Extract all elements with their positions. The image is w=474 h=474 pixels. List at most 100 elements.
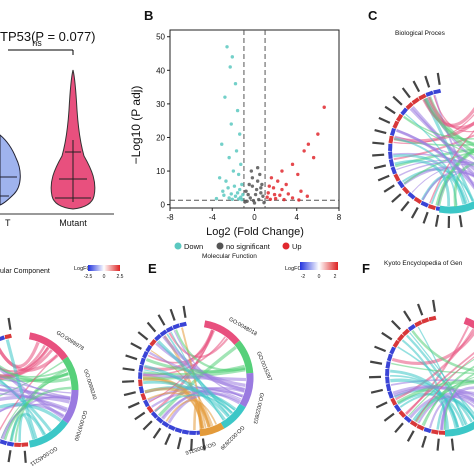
- gene-label-glyph: [169, 308, 176, 321]
- chord-link: [173, 330, 243, 398]
- gene-arc: [392, 120, 400, 129]
- chord-link: [3, 386, 72, 441]
- go-term-label: GO:0005216: [185, 440, 217, 455]
- go-term-label: GO:0022803: [252, 392, 265, 424]
- gene-arc: [411, 97, 420, 105]
- gene-label-glyph: [434, 214, 440, 227]
- gene-label-glyph: [391, 319, 401, 331]
- point-up: [278, 193, 282, 197]
- chord-diagram-c: [372, 72, 474, 229]
- gene-label-glyph: [369, 360, 383, 365]
- group-label-mutant: Mutant: [59, 218, 87, 228]
- volcano-legend: Down no significant Up: [174, 242, 302, 251]
- go-term-label: GO:0045211: [29, 445, 58, 467]
- point-no-significant: [254, 187, 259, 192]
- chord-diagram-e: GO:0048018GO:0015267GO:0022803GO:0022839…: [122, 305, 273, 455]
- chord-link: [394, 159, 451, 207]
- point-up: [276, 179, 280, 183]
- gene-label-glyph: [182, 305, 187, 318]
- point-up: [284, 182, 288, 187]
- point-no-significant: [249, 169, 254, 173]
- point-down: [233, 194, 238, 198]
- gene-arc: [401, 186, 410, 195]
- y-tick-label: 0: [161, 201, 166, 210]
- chord-link: [415, 356, 474, 422]
- term-arc: [62, 356, 79, 391]
- gene-arc: [155, 416, 164, 424]
- gene-arc: [385, 383, 392, 392]
- point-down: [235, 108, 240, 113]
- gene-label-glyph: [391, 193, 402, 203]
- chord-link: [0, 365, 71, 383]
- gene-arc: [389, 127, 396, 137]
- chord-link: [391, 330, 474, 366]
- point-down: [240, 182, 244, 187]
- y-tick-label: 40: [156, 66, 165, 75]
- panel-f-label: F: [362, 261, 370, 276]
- legend-tick: -2.5: [84, 274, 93, 280]
- point-down: [221, 189, 225, 193]
- gene-label-glyph: [458, 215, 463, 228]
- volcano-plot-area: [169, 29, 340, 209]
- chord-link: [405, 113, 470, 203]
- gene-label-glyph: [401, 87, 411, 99]
- gene-label-glyph: [403, 310, 412, 322]
- chord-link: [0, 392, 68, 410]
- chord-link: [424, 97, 474, 154]
- gene-arc: [150, 411, 159, 419]
- volcano-ylabel: −Log10 (P adj): [129, 86, 143, 165]
- point-up: [297, 198, 301, 202]
- go-term-label: GO:0015267: [255, 351, 273, 382]
- x-tick-label: 0: [252, 213, 257, 222]
- term-arc: [239, 372, 254, 408]
- point-down: [239, 162, 243, 167]
- point-down: [229, 122, 233, 126]
- gene-arc: [386, 353, 393, 362]
- gene-label-glyph: [424, 75, 431, 88]
- gene-arc: [149, 338, 157, 347]
- gene-label-glyph: [422, 211, 429, 224]
- gene-arc: [395, 113, 404, 123]
- point-up: [306, 142, 311, 146]
- chord-link: [18, 414, 35, 443]
- chord-link: [144, 364, 226, 421]
- gene-arc: [407, 191, 416, 200]
- gene-label-glyph: [450, 438, 455, 451]
- gene-arc: [172, 323, 181, 330]
- gene-arc: [139, 357, 146, 366]
- point-up: [269, 176, 274, 180]
- panel-d-legend-bar: [88, 265, 120, 271]
- point-down: [236, 172, 241, 177]
- legend-label: no significant: [226, 242, 271, 251]
- gene-arc: [179, 321, 187, 328]
- gene-label-glyph: [146, 321, 157, 333]
- point-down: [227, 155, 231, 160]
- chord-link: [396, 379, 474, 404]
- violin-mutant: [50, 69, 96, 210]
- gene-arc: [390, 166, 397, 175]
- term-arc: [444, 421, 474, 437]
- chord-link: [390, 379, 474, 386]
- chord-link: [0, 344, 46, 377]
- point-down: [235, 191, 240, 195]
- point-up: [273, 196, 278, 201]
- legend-label: Down: [184, 242, 203, 251]
- point-down: [238, 132, 242, 136]
- chord-link: [417, 395, 474, 424]
- point-no-significant: [260, 182, 264, 187]
- point-down: [217, 176, 222, 180]
- gene-label-glyph: [416, 303, 424, 316]
- gene-arc: [0, 439, 8, 446]
- point-up: [286, 192, 290, 196]
- legend-label: Up: [292, 242, 302, 251]
- point-up: [271, 186, 276, 190]
- panel-c-title: Biological Proces: [395, 30, 446, 37]
- gene-arc: [138, 386, 145, 394]
- gene-label-glyph: [176, 437, 182, 450]
- gene-arc: [405, 101, 414, 110]
- point-no-significant: [257, 197, 261, 202]
- chord-diagram-f: [369, 299, 474, 451]
- gene-label-glyph: [392, 95, 403, 106]
